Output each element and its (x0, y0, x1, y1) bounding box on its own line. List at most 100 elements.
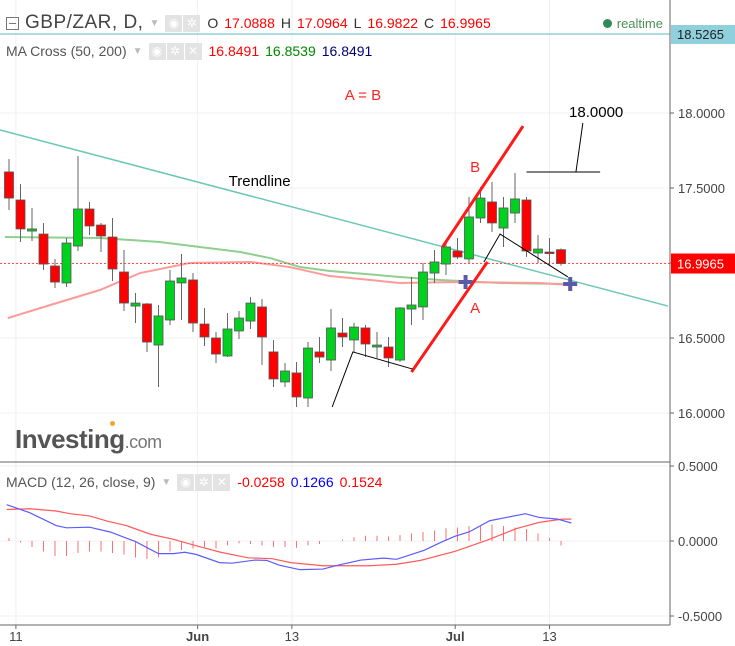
candle-body (406, 304, 417, 310)
gear-icon[interactable]: ✲ (183, 14, 201, 32)
candle (38, 222, 49, 271)
visibility-icon[interactable]: ◉ (177, 473, 195, 491)
candle (211, 332, 221, 364)
candle (4, 159, 14, 211)
candle (487, 182, 497, 232)
candle (165, 270, 175, 325)
candle (268, 339, 279, 388)
chevron-down-icon[interactable]: ▼ (161, 476, 172, 488)
candle (360, 324, 371, 358)
trendline (0, 129, 669, 307)
low-value: 16.9822 (367, 15, 419, 31)
candle (521, 197, 532, 257)
macd-value: 0.1266 (290, 474, 334, 490)
candle (73, 156, 83, 251)
candle-body (452, 250, 463, 258)
candle-body (119, 271, 129, 304)
candle-body (84, 208, 95, 227)
candle (27, 207, 37, 241)
x-tick-label: Jun (186, 629, 209, 644)
candle (84, 201, 95, 235)
candle (15, 183, 26, 242)
visibility-icon[interactable]: ◉ (148, 42, 166, 60)
candle-body (533, 248, 543, 254)
candle (153, 305, 164, 388)
close-label: C (424, 15, 435, 31)
candle-body (50, 265, 60, 283)
candle-body (61, 242, 72, 284)
candle-body (211, 337, 221, 355)
candle-body (188, 279, 198, 324)
candle-body (475, 197, 486, 219)
candle-body (245, 302, 256, 322)
candle (452, 237, 463, 259)
candle (107, 218, 118, 281)
candle (188, 273, 198, 332)
open-label: O (207, 15, 219, 31)
candle-body (291, 372, 302, 398)
drawing-bracket_leader (575, 122, 584, 173)
candle-body (441, 246, 451, 265)
candle-body (498, 207, 509, 229)
candle (475, 186, 486, 223)
macd-legend: MACD (12, 26, close, 9) ▼ ◉ ✲ ✕ -0.0258 0.… (6, 473, 382, 491)
candle (314, 336, 325, 364)
candle-body (349, 326, 359, 341)
candle (142, 303, 152, 352)
ma-value-2: 16.8539 (265, 43, 316, 59)
macd-label: MACD (12, 26, close, 9) (6, 474, 156, 490)
visibility-icon[interactable]: ◉ (165, 14, 183, 32)
candle-body (395, 307, 405, 361)
y-tick-label: 16.5000 (678, 331, 725, 346)
close-icon[interactable]: ✕ (184, 42, 202, 60)
x-tick-label: Jul (446, 629, 465, 644)
ma-value-1: 16.8491 (208, 43, 260, 59)
candle (556, 248, 566, 266)
symbol-title: GBP/ZAR, D, (25, 12, 144, 33)
macd-signal-line (6, 508, 572, 567)
candle (510, 173, 520, 223)
low-label: L (353, 15, 362, 31)
gear-icon[interactable]: ✲ (166, 42, 184, 60)
macd-line (6, 504, 572, 571)
candle-body (15, 199, 26, 230)
candle (50, 258, 60, 289)
candle (326, 309, 336, 371)
candle-body (234, 317, 244, 332)
candle (119, 249, 129, 311)
candle (337, 318, 348, 347)
high-value: 17.0964 (297, 15, 348, 31)
ma-label: MA Cross (50, 200) (6, 43, 127, 59)
chevron-down-icon[interactable]: ▼ (149, 17, 160, 29)
cross-marker (563, 277, 578, 291)
candle-body (268, 351, 279, 380)
candle (245, 297, 256, 329)
candle-body (303, 347, 313, 399)
close-icon[interactable]: ✕ (213, 473, 231, 491)
candle (372, 332, 382, 358)
annotation-label: A (470, 300, 480, 317)
candle (222, 312, 233, 358)
collapse-icon[interactable] (6, 16, 19, 30)
candle (199, 308, 210, 346)
leg-a-line (410, 261, 489, 373)
leg-b-line (441, 125, 525, 248)
candle-body (142, 303, 152, 343)
candle (130, 293, 141, 323)
chevron-down-icon[interactable]: ▼ (132, 45, 143, 57)
candle-body (464, 216, 474, 260)
candle-body (257, 306, 267, 338)
candle-body (4, 171, 14, 199)
gear-icon[interactable]: ✲ (195, 473, 213, 491)
ma-value-3: 16.8491 (321, 43, 373, 59)
candle (498, 197, 509, 247)
candle (441, 242, 451, 275)
candle-body (544, 251, 555, 254)
candle-body (337, 332, 348, 338)
candle-body (314, 351, 325, 358)
x-tick-label: 13 (285, 629, 299, 644)
candle-body (107, 236, 118, 270)
ma50-line (4, 236, 571, 285)
candle (234, 311, 244, 340)
